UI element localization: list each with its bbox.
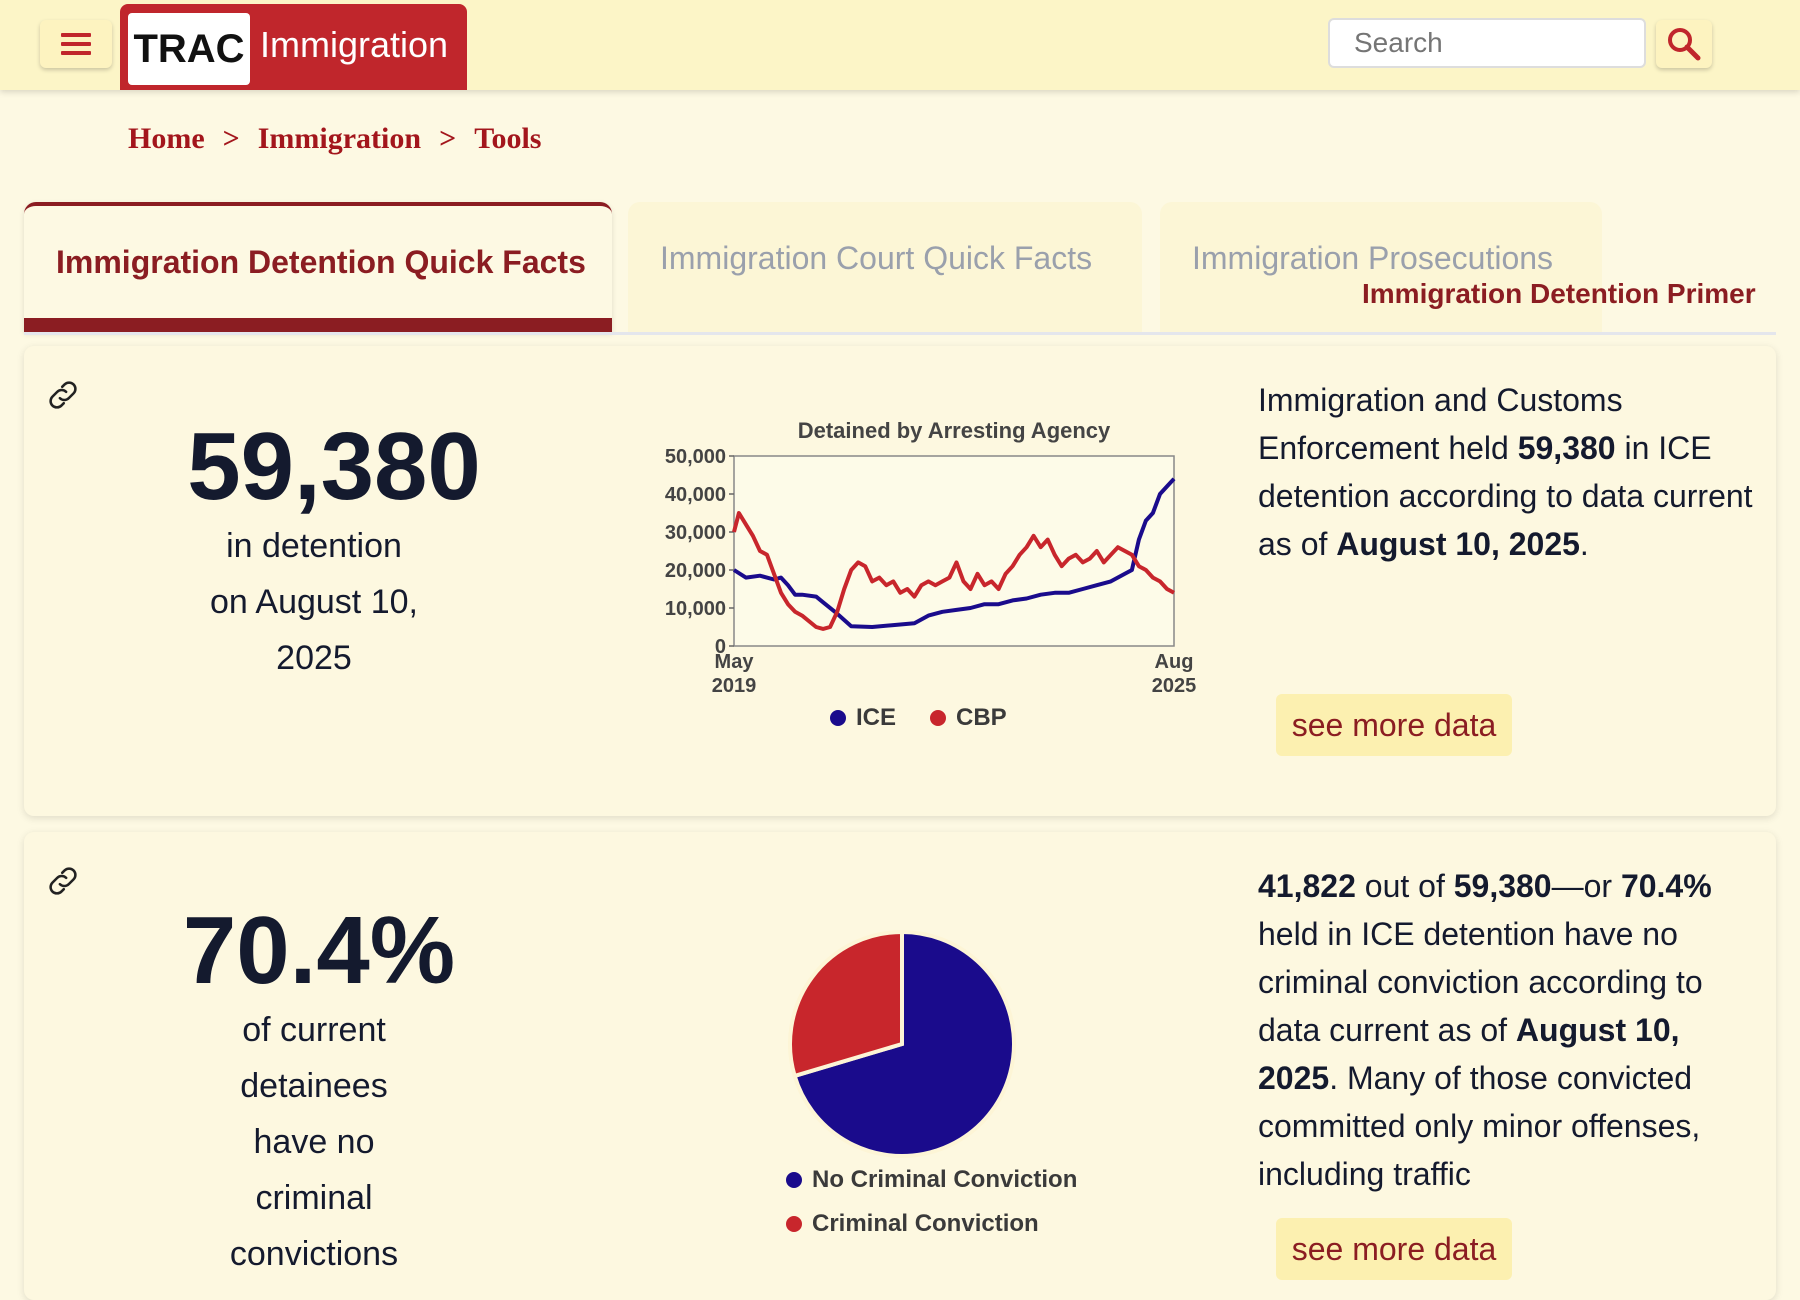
- tab-label: Immigration Detention Quick Facts: [56, 244, 586, 280]
- tab-prosecutions[interactable]: Immigration Prosecutions: [1160, 202, 1602, 332]
- subtitle-line: of current: [242, 1011, 386, 1049]
- trac-logo[interactable]: TRAC Immigration: [120, 4, 467, 90]
- breadcrumb-separator: >: [222, 122, 240, 155]
- y-tick-label: 30,000: [665, 522, 726, 544]
- subtitle-line: have no: [253, 1123, 375, 1161]
- desc-text: in ICE detention according to data curre…: [1258, 430, 1753, 562]
- series-line-ice: [732, 477, 1176, 629]
- pie-slice-no-conviction: [792, 929, 1016, 1158]
- link-icon[interactable]: [44, 862, 82, 900]
- detention-description: Immigration and Customs Enforcement held…: [1258, 376, 1758, 568]
- legend-conviction: Criminal Conviction: [812, 1210, 1039, 1237]
- no-conviction-legend-dot: [786, 1172, 802, 1188]
- no-conviction-description: 41,822 out of 59,380—or 70.4% held in IC…: [1258, 862, 1758, 1198]
- y-tick-label: 20,000: [665, 560, 726, 582]
- chart-legend: ICE CBP: [830, 704, 1007, 732]
- detained-by-agency-chart: Detained by Arresting Agency 0 10,000 20,00…: [665, 418, 1197, 697]
- link-icon[interactable]: [44, 376, 82, 414]
- breadcrumb-immigration[interactable]: Immigration: [257, 122, 422, 155]
- x-tick-label: Aug: [1155, 651, 1194, 673]
- subtitle-line: detainees: [240, 1067, 388, 1105]
- y-tick-label: 10,000: [665, 598, 726, 620]
- x-tick-label: 2019: [712, 675, 757, 697]
- breadcrumb-home[interactable]: Home: [128, 122, 205, 155]
- legend-no-conviction: No Criminal Conviction: [812, 1166, 1078, 1193]
- logo-trac-text: TRAC: [128, 13, 250, 85]
- legend-cbp: CBP: [956, 704, 1007, 731]
- legend-ice: ICE: [856, 704, 897, 731]
- subtitle-line: on August 10,: [210, 583, 418, 621]
- hamburger-icon: [61, 33, 91, 55]
- subtitle-line: criminal: [255, 1179, 373, 1217]
- detention-count-stat: 59,380: [187, 413, 481, 520]
- desc-bold: 70.4%: [1620, 868, 1712, 904]
- detention-primer-link[interactable]: Immigration Detention Primer: [1362, 278, 1756, 309]
- search-icon: [1668, 28, 1701, 61]
- breadcrumb: Home > Immigration > Tools: [128, 122, 541, 156]
- desc-text: Immigration and Customs Enforcement held: [1258, 382, 1623, 466]
- subtitle-line: convictions: [229, 1235, 399, 1273]
- cbp-legend-dot: [930, 710, 947, 726]
- tab-label: Immigration Prosecutions: [1192, 240, 1554, 276]
- desc-bold: 59,380: [1517, 430, 1616, 466]
- breadcrumb-tools[interactable]: Tools: [474, 122, 542, 155]
- series-line-cbp: [732, 511, 1175, 631]
- desc-bold: 41,822: [1258, 868, 1356, 904]
- pie-legend-conviction: Criminal Conviction: [786, 1210, 1039, 1238]
- desc-bold: 59,380: [1453, 868, 1552, 904]
- plot-area: [733, 455, 1175, 647]
- search-button[interactable]: [1656, 20, 1712, 68]
- tab-label: Immigration Court Quick Facts: [660, 240, 1093, 276]
- desc-text: out of: [1355, 868, 1454, 904]
- x-tick-label: 2025: [1152, 675, 1197, 697]
- no-conviction-subtitle: of current detainees have no criminal co…: [164, 1002, 464, 1282]
- desc-text: held in ICE detention have no criminal c…: [1258, 916, 1703, 1048]
- y-tick-label: 40,000: [665, 484, 726, 506]
- tab-divider: [24, 332, 1776, 335]
- see-more-data-button[interactable]: see more data: [1276, 694, 1512, 756]
- pie-legend-no-conviction: No Criminal Conviction: [786, 1166, 1077, 1194]
- conviction-pie-chart: [788, 929, 1016, 1158]
- x-tick-label: May: [715, 651, 755, 673]
- tab-court-quick-facts[interactable]: Immigration Court Quick Facts: [628, 202, 1142, 332]
- see-more-data-button[interactable]: see more data: [1276, 1218, 1512, 1280]
- no-conviction-stat: 70.4%: [182, 897, 456, 1004]
- desc-bold: August 10, 2025: [1336, 526, 1580, 562]
- search-input[interactable]: [1328, 18, 1646, 68]
- detention-count-card: 59,380 in detention on August 10, 2025 D…: [24, 346, 1776, 816]
- desc-text: . Many of those convicted committed only…: [1258, 1060, 1701, 1192]
- tab-detention-quick-facts[interactable]: Immigration Detention Quick Facts: [24, 202, 612, 332]
- conviction-legend-dot: [786, 1216, 802, 1232]
- subtitle-line: in detention: [226, 527, 402, 565]
- y-tick-label: 50,000: [665, 446, 726, 468]
- top-bar: TRAC Immigration: [0, 0, 1800, 90]
- chart-title: Detained by Arresting Agency: [798, 418, 1111, 443]
- detention-count-subtitle: in detention on August 10, 2025: [164, 518, 464, 686]
- y-tick-label: 0: [715, 636, 726, 658]
- subtitle-line: 2025: [276, 639, 352, 677]
- desc-text: .: [1579, 526, 1589, 562]
- active-tab-indicator: [24, 318, 612, 332]
- logo-immigration-text: Immigration: [260, 24, 449, 65]
- desc-text: —or: [1551, 868, 1621, 904]
- no-conviction-card: 70.4% of current detainees have no crimi…: [24, 832, 1776, 1300]
- pie-slice-conviction: [788, 929, 904, 1079]
- menu-button[interactable]: [40, 20, 112, 68]
- desc-bold: August 10, 2025: [1258, 1012, 1680, 1096]
- ice-legend-dot: [830, 710, 846, 726]
- breadcrumb-separator: >: [439, 122, 457, 155]
